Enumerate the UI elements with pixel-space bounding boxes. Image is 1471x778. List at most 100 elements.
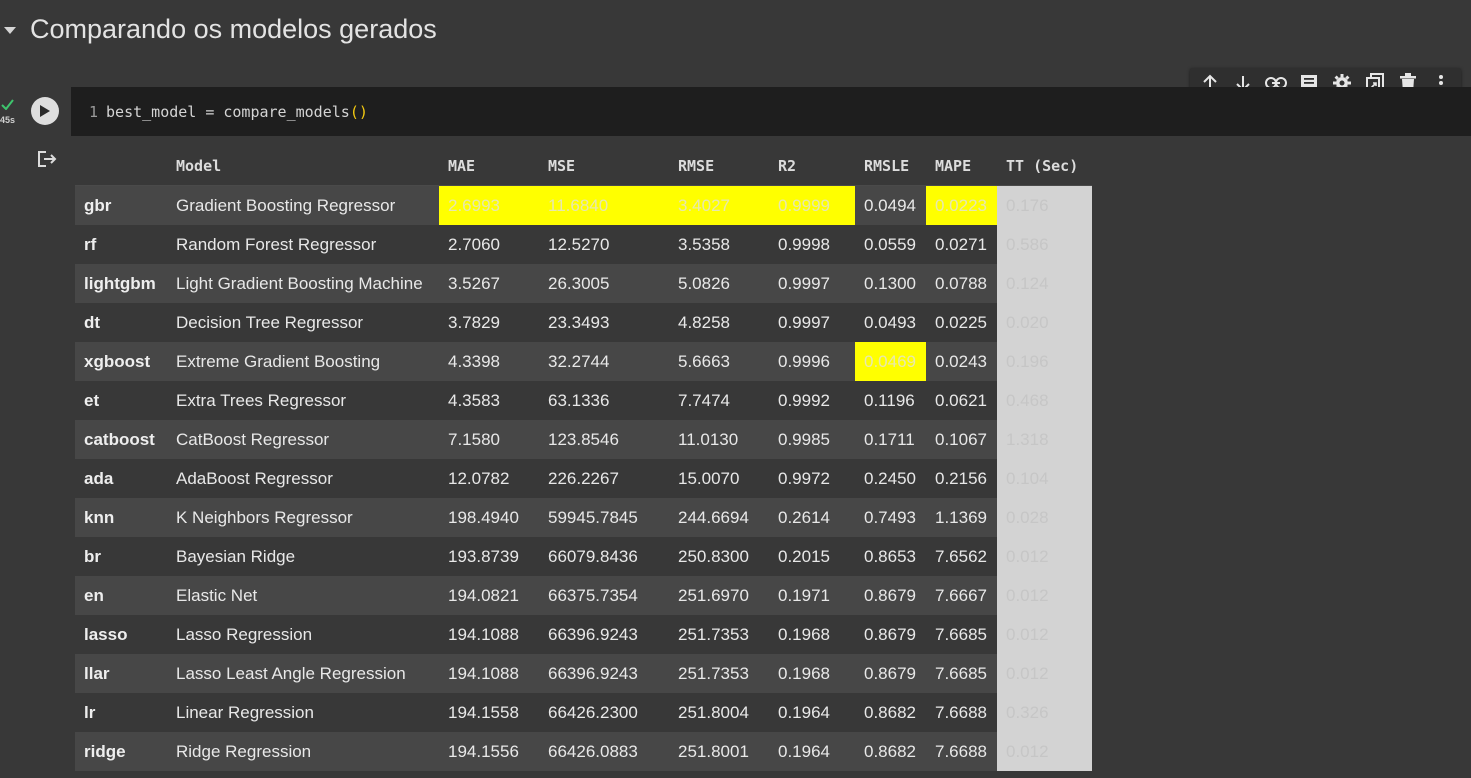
header-model: Model [167, 146, 439, 186]
cell-rmsle: 0.0559 [855, 225, 926, 264]
code-operator: = [205, 102, 215, 121]
cell-idx: dt [75, 303, 167, 342]
cell-mae: 194.1556 [439, 732, 539, 771]
cell-idx: knn [75, 498, 167, 537]
cell-mae: 3.5267 [439, 264, 539, 303]
table-row: rf Random Forest Regressor 2.7060 12.5270 3.… [75, 225, 1092, 264]
cell-mse: 59945.7845 [539, 498, 669, 537]
output-redirect-icon [38, 151, 57, 167]
cell-mse: 11.6840 [539, 185, 669, 225]
code-function: compare_models [223, 102, 350, 121]
cell-r2: 0.2015 [769, 537, 855, 576]
cell-rmse: 251.6970 [669, 576, 769, 615]
cell-tt: 0.012 [997, 615, 1092, 654]
header-index [75, 146, 167, 186]
cell-idx: et [75, 381, 167, 420]
line-number: 1 [89, 102, 99, 121]
cell-mae: 194.1558 [439, 693, 539, 732]
cell-mse: 66396.9243 [539, 615, 669, 654]
cell-r2: 0.9992 [769, 381, 855, 420]
cell-idx: ridge [75, 732, 167, 771]
cell-model: Decision Tree Regressor [167, 303, 439, 342]
cell-model: Extreme Gradient Boosting [167, 342, 439, 381]
cell-r2: 0.1971 [769, 576, 855, 615]
table-row: ada AdaBoost Regressor 12.0782 226.2267 15.0… [75, 459, 1092, 498]
header-mae: MAE [439, 146, 539, 186]
cell-rmsle: 0.8653 [855, 537, 926, 576]
cell-mse: 66396.9243 [539, 654, 669, 693]
cell-mae: 2.7060 [439, 225, 539, 264]
cell-mape: 7.6562 [926, 537, 997, 576]
table-row: lasso Lasso Regression 194.1088 66396.9243 2… [75, 615, 1092, 654]
cell-r2: 0.9998 [769, 225, 855, 264]
collapse-caret-icon[interactable] [4, 26, 16, 34]
cell-mape: 0.0271 [926, 225, 997, 264]
cell-mape: 0.0223 [926, 185, 997, 225]
cell-r2: 0.9996 [769, 342, 855, 381]
cell-mape: 7.6685 [926, 615, 997, 654]
cell-rmse: 3.5358 [669, 225, 769, 264]
cell-model: Linear Regression [167, 693, 439, 732]
cell-r2: 0.9972 [769, 459, 855, 498]
table-row: xgboost Extreme Gradient Boosting 4.3398 32… [75, 342, 1092, 381]
cell-model: Ridge Regression [167, 732, 439, 771]
cell-rmsle: 0.1196 [855, 381, 926, 420]
table-row: dt Decision Tree Regressor 3.7829 23.3493 4.… [75, 303, 1092, 342]
code-variable: best_model [106, 102, 197, 121]
cell-rmsle: 0.7493 [855, 498, 926, 537]
cell-rmsle: 0.8679 [855, 654, 926, 693]
cell-model: Random Forest Regressor [167, 225, 439, 264]
cell-tt: 0.124 [997, 264, 1092, 303]
cell-tt: 0.028 [997, 498, 1092, 537]
cell-mae: 7.1580 [439, 420, 539, 459]
cell-tt: 0.468 [997, 381, 1092, 420]
cell-mae: 3.7829 [439, 303, 539, 342]
cell-model: CatBoost Regressor [167, 420, 439, 459]
cell-mse: 32.2744 [539, 342, 669, 381]
cell-mse: 226.2267 [539, 459, 669, 498]
cell-rmsle: 0.0494 [855, 185, 926, 225]
cell-mae: 198.4940 [439, 498, 539, 537]
cell-rmse: 251.7353 [669, 615, 769, 654]
cell-r2: 0.9985 [769, 420, 855, 459]
header-mape: MAPE [926, 146, 997, 186]
table-row: knn K Neighbors Regressor 198.4940 59945.78… [75, 498, 1092, 537]
cell-model: Gradient Boosting Regressor [167, 185, 439, 225]
cell-rmsle: 0.0493 [855, 303, 926, 342]
cell-mse: 23.3493 [539, 303, 669, 342]
cell-tt: 0.012 [997, 732, 1092, 771]
cell-r2: 0.9997 [769, 264, 855, 303]
cell-mse: 66426.2300 [539, 693, 669, 732]
header-mse: MSE [539, 146, 669, 186]
cell-rmse: 4.8258 [669, 303, 769, 342]
table-row: br Bayesian Ridge 193.8739 66079.8436 250.83… [75, 537, 1092, 576]
section-header: Comparando os modelos gerados [0, 0, 1471, 58]
cell-mape: 7.6667 [926, 576, 997, 615]
table-row: en Elastic Net 194.0821 66375.7354 251.6970 0… [75, 576, 1092, 615]
table-row: llar Lasso Least Angle Regression 194.1088… [75, 654, 1092, 693]
cell-tt: 0.104 [997, 459, 1092, 498]
output-icon[interactable] [37, 150, 57, 173]
cell-rmsle: 0.8679 [855, 615, 926, 654]
cell-rmsle: 0.1711 [855, 420, 926, 459]
cell-idx: en [75, 576, 167, 615]
header-r2: R2 [769, 146, 855, 186]
code-paren-open: ( [349, 102, 359, 121]
cell-mape: 0.0225 [926, 303, 997, 342]
cell-mse: 66079.8436 [539, 537, 669, 576]
cell-idx: br [75, 537, 167, 576]
cell-tt: 1.318 [997, 420, 1092, 459]
cell-rmsle: 0.1300 [855, 264, 926, 303]
execution-time: 45s [0, 115, 16, 125]
header-tt: TT (Sec) [997, 146, 1092, 186]
cell-rmsle: 0.8682 [855, 693, 926, 732]
code-editor[interactable]: 1 best_model = compare_models() [71, 87, 1471, 136]
cell-idx: lightgbm [75, 264, 167, 303]
cell-r2: 0.2614 [769, 498, 855, 537]
cell-r2: 0.1968 [769, 654, 855, 693]
cell-tt: 0.012 [997, 537, 1092, 576]
cell-model: Elastic Net [167, 576, 439, 615]
cell-mape: 7.6685 [926, 654, 997, 693]
cell-idx: lasso [75, 615, 167, 654]
run-cell-button[interactable] [31, 97, 59, 125]
